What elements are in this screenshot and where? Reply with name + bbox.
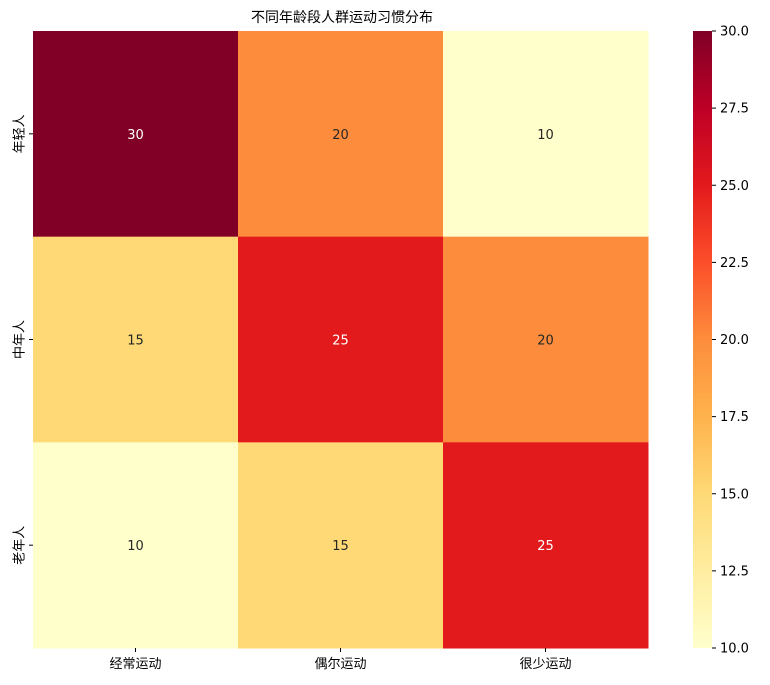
heatmap-cell xyxy=(443,442,649,649)
colorbar-tick-label: 30.0 xyxy=(720,25,749,40)
heatmap-cell xyxy=(443,31,649,238)
colorbar: 10.0 12.5 15.0 17.5 20.0 22.5 25.0 27.5 30.0 xyxy=(693,25,749,657)
heatmap-cell xyxy=(238,236,444,443)
cell-value-label: 20 xyxy=(332,128,349,143)
cell-value-label: 10 xyxy=(127,539,144,554)
heatmap-cell xyxy=(33,442,239,649)
cell-value-label: 10 xyxy=(537,128,554,143)
y-tick-label: 年轻人 xyxy=(13,114,28,153)
heatmap-cell xyxy=(33,31,239,238)
chart-title: 不同年龄段人群运动习惯分布 xyxy=(251,9,433,26)
colorbar-tick-label: 15.0 xyxy=(720,487,749,502)
cell-value-label: 15 xyxy=(127,334,144,349)
heatmap-cell xyxy=(238,442,444,649)
colorbar-tick-label: 10.0 xyxy=(720,642,749,657)
colorbar-tick-label: 17.5 xyxy=(720,410,749,425)
x-axis-labels: 经常运动 偶尔运动 很少运动 xyxy=(109,648,572,672)
x-tick-label: 经常运动 xyxy=(109,657,161,672)
colorbar-ticks: 10.0 12.5 15.0 17.5 20.0 22.5 25.0 27.5 30.0 xyxy=(712,25,749,657)
y-tick-label: 老年人 xyxy=(13,526,28,565)
colorbar-tick-label: 27.5 xyxy=(720,102,749,117)
colorbar-tick-label: 25.0 xyxy=(720,179,749,194)
heatmap-cell xyxy=(33,236,239,443)
heatmap-cells: 30 20 10 15 25 20 10 15 25 xyxy=(33,31,649,649)
cell-value-label: 15 xyxy=(332,539,349,554)
cell-value-label: 30 xyxy=(127,128,144,143)
colorbar-tick-label: 22.5 xyxy=(720,256,749,271)
colorbar-gradient xyxy=(693,31,712,648)
x-tick-label: 偶尔运动 xyxy=(314,657,366,672)
cell-value-label: 25 xyxy=(332,334,349,349)
heatmap-cell xyxy=(238,31,444,238)
colorbar-tick-label: 20.0 xyxy=(720,333,749,348)
cell-value-label: 20 xyxy=(537,334,554,349)
y-tick-label: 中年人 xyxy=(13,320,28,359)
heatmap-cell xyxy=(443,236,649,443)
colorbar-tick-label: 12.5 xyxy=(720,564,749,579)
cell-value-label: 25 xyxy=(537,539,554,554)
x-tick-label: 很少运动 xyxy=(519,657,571,672)
